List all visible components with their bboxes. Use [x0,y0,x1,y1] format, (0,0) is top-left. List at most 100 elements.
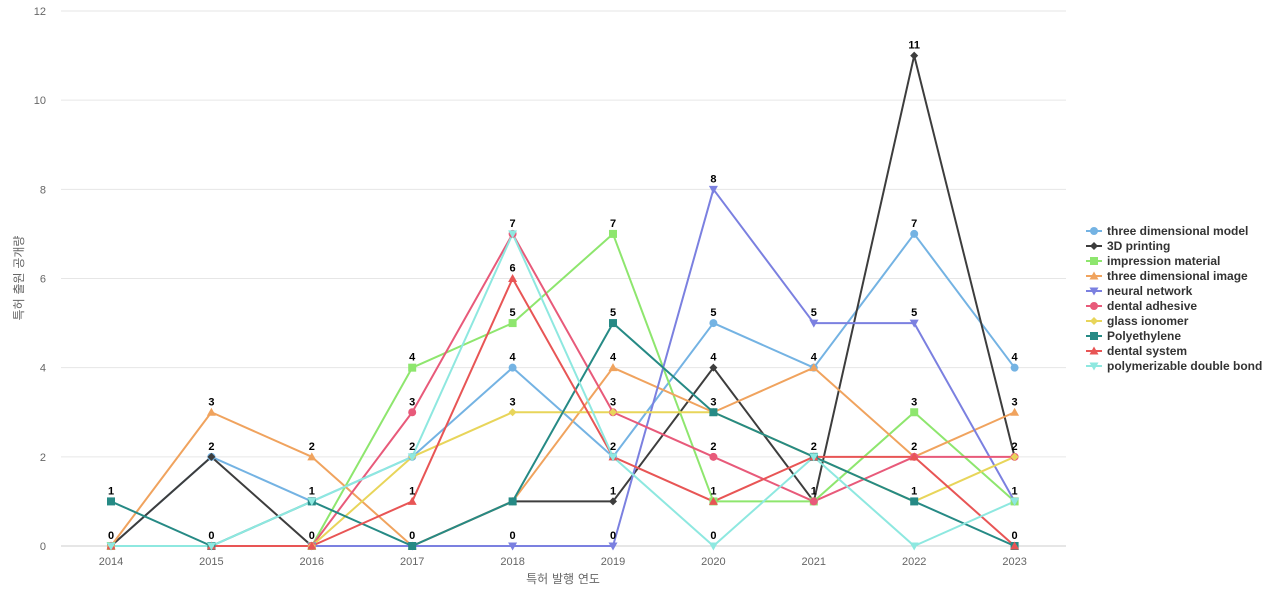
data-label: 7 [510,218,516,230]
data-point [708,542,718,551]
data-point [207,452,216,461]
data-point [609,229,617,238]
data-point [206,407,216,416]
data-point [709,319,718,328]
data-point [909,542,919,551]
x-tick-label: 2017 [400,556,424,568]
data-label: 7 [610,218,616,230]
data-label: 3 [1012,396,1018,408]
data-label: 2 [309,441,315,453]
y-tick-label: 0 [40,541,46,553]
data-label: 8 [710,173,716,185]
data-label: 4 [409,352,416,364]
data-point [708,185,718,194]
data-point [809,453,819,462]
data-point [608,542,618,551]
data-label: 0 [710,530,716,542]
data-point [809,497,818,506]
data-point [508,408,517,417]
data-label: 3 [911,396,917,408]
data-point [508,363,517,372]
legend-label: neural network [1107,284,1193,298]
x-tick-label: 2022 [902,556,926,568]
data-label: 4 [710,352,717,364]
data-label: 5 [811,307,817,319]
data-point [709,408,718,417]
data-label: 1 [610,485,616,497]
data-point [609,497,617,506]
data-point [1010,407,1020,416]
data-label: 1 [108,485,114,497]
data-point [307,541,317,550]
data-point [608,453,618,462]
legend-label: Polyethylene [1107,329,1181,343]
series-line-8 [111,277,1016,547]
data-point [909,319,919,328]
series-line-3 [110,366,1016,547]
data-label: 2 [208,441,214,453]
data-label: 2 [1012,441,1018,453]
x-tick-label: 2014 [99,556,123,568]
data-label: 1 [811,485,817,497]
data-label: 1 [1012,485,1018,497]
legend-label: glass ionomer [1107,314,1189,328]
y-tick-label: 6 [40,274,46,286]
data-label: 2 [409,441,415,453]
data-label: 2 [811,441,817,453]
legend-marker [1090,302,1098,310]
data-label: 3 [610,396,616,408]
legend-marker [1089,362,1099,371]
data-label: 0 [409,530,415,542]
data-label: 2 [610,441,616,453]
y-tick-label: 12 [34,6,46,18]
data-point [508,230,518,239]
data-point [107,497,115,506]
x-axis: 2014 2015 2016 2017 2018 2019 2020 2021 2022 2023 [99,556,1027,568]
data-point [609,319,617,328]
data-label: 4 [811,352,818,364]
y-tick-label: 10 [34,95,46,107]
data-label: 1 [409,485,415,497]
data-label: 0 [208,530,214,542]
series-line-6 [111,411,1016,547]
x-tick-label: 2015 [199,556,223,568]
legend-label: dental adhesive [1107,299,1197,313]
legend-label: polymerizable double bond [1107,359,1262,373]
data-label: 2 [710,441,716,453]
data-label: 0 [108,530,114,542]
x-tick-label: 2019 [601,556,625,568]
data-label: 3 [409,396,415,408]
x-tick-label: 2020 [701,556,725,568]
legend-marker [1090,317,1098,325]
x-tick-label: 2016 [300,556,324,568]
data-point [1010,363,1019,372]
legend-marker [1090,242,1098,250]
legend-label: three dimensional model [1107,224,1248,238]
data-point [1010,497,1020,506]
legend-label: dental system [1107,344,1187,358]
data-point [910,229,919,238]
data-label: 1 [710,485,716,497]
data-label: 0 [309,530,315,542]
data-label: 5 [911,307,917,319]
series-line-0 [110,232,1016,547]
x-tick-label: 2023 [1002,556,1026,568]
data-point [609,408,617,417]
data-point [206,542,216,551]
data-point [408,408,417,417]
data-label: 2 [911,441,917,453]
data-point [508,319,517,328]
legend-marker [1089,287,1099,296]
data-label: 4 [510,352,517,364]
x-tick-label: 2018 [500,556,524,568]
data-point [307,452,317,461]
data-point [408,363,417,372]
data-label: 0 [1012,530,1018,542]
series-lines [110,54,1016,547]
data-point [1010,541,1020,550]
data-label: 3 [208,396,214,408]
data-point [608,363,618,372]
legend-marker [1089,271,1099,280]
